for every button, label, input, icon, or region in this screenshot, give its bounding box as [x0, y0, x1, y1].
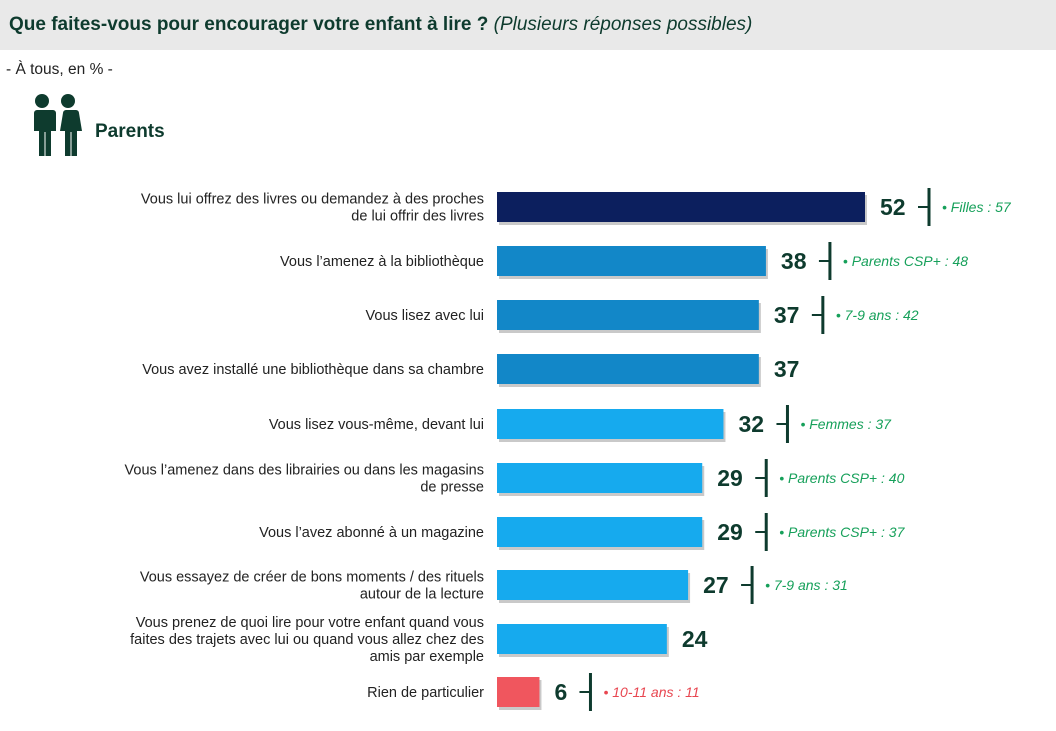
section-label: Parents	[95, 121, 165, 142]
annotation-label: • 10-11 ans : 11	[603, 684, 699, 700]
value-label: 27	[703, 572, 729, 598]
bar	[497, 246, 766, 276]
value-label: 24	[682, 626, 708, 652]
category-label: Vous prenez de quoi lire pour votre enfa…	[136, 615, 484, 631]
annotation-label: • Parents CSP+ : 48	[843, 253, 968, 269]
category-label: Vous avez installé une bibliothèque dans…	[142, 362, 484, 378]
value-label: 29	[717, 465, 743, 491]
category-label: de lui offrir des livres	[351, 209, 484, 225]
category-label: Vous l’amenez dans des librairies ou dan…	[125, 463, 484, 479]
page-title: Que faites-vous pour encourager votre en…	[9, 14, 752, 36]
category-label: Vous lisez vous-même, devant lui	[269, 417, 484, 433]
bar	[497, 409, 724, 439]
category-label: faites des trajets avec lui ou quand vou…	[130, 632, 484, 648]
annotation-label: • 7-9 ans : 42	[836, 307, 919, 323]
title-band	[0, 0, 1056, 50]
title-question: Que faites-vous pour encourager votre en…	[9, 14, 489, 35]
title-note: (Plusieurs réponses possibles)	[493, 14, 753, 35]
category-label: Vous essayez de créer de bons moments / …	[140, 570, 484, 586]
bar	[497, 517, 703, 547]
subtitle: - À tous, en % -	[6, 61, 113, 78]
value-label: 52	[880, 194, 906, 220]
annotation-label: • Parents CSP+ : 37	[779, 524, 905, 540]
bar	[497, 192, 865, 222]
people-icon	[31, 94, 82, 156]
value-label: 29	[717, 519, 743, 545]
annotation-label: • Parents CSP+ : 40	[779, 470, 904, 486]
bar	[497, 570, 689, 600]
bar	[497, 677, 540, 707]
value-label: 6	[554, 679, 567, 705]
category-label: Vous l’amenez à la bibliothèque	[280, 254, 484, 270]
annotation-label: • Femmes : 37	[800, 416, 892, 432]
value-label: 32	[738, 411, 764, 437]
category-label: Rien de particulier	[367, 685, 484, 701]
category-label: de presse	[420, 480, 484, 496]
annotation-label: • Filles : 57	[942, 199, 1012, 215]
bar	[497, 463, 703, 493]
category-label: amis par exemple	[370, 649, 484, 665]
category-label: Vous lui offrez des livres ou demandez à…	[141, 192, 484, 208]
annotation-label: • 7-9 ans : 31	[765, 577, 848, 593]
bar	[497, 300, 759, 330]
bar	[497, 354, 759, 384]
value-label: 37	[774, 302, 800, 328]
value-label: 37	[774, 356, 800, 382]
value-label: 38	[781, 248, 807, 274]
category-label: Vous lisez avec lui	[366, 308, 484, 324]
category-label: autour de la lecture	[360, 587, 484, 603]
category-label: Vous l’avez abonné à un magazine	[259, 525, 484, 541]
bar	[497, 624, 667, 654]
